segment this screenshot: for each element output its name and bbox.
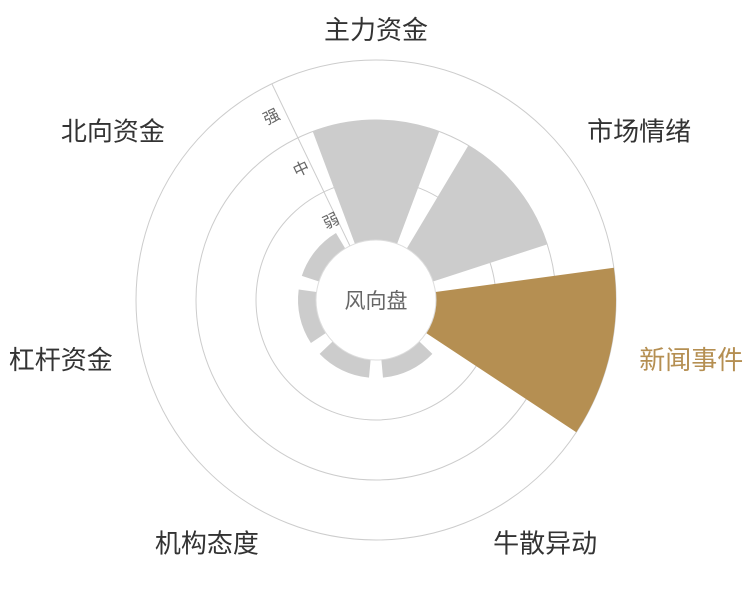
bar-3 <box>381 341 433 378</box>
radial-tick-label: 强 <box>260 105 283 129</box>
radial-tick-label: 中 <box>290 157 313 181</box>
bar-6 <box>301 233 346 282</box>
category-label: 机构态度 <box>155 529 259 559</box>
center-label: 风向盘 <box>345 289 408 313</box>
radial-tick-label: 弱 <box>320 209 343 233</box>
bar-0 <box>312 120 440 244</box>
bar-5 <box>298 289 326 343</box>
category-label: 主力资金 <box>324 16 428 46</box>
category-label: 新闻事件 <box>639 346 743 376</box>
category-label: 北向资金 <box>61 118 165 148</box>
radial-axis-line <box>271 83 351 247</box>
category-label: 杠杆资金 <box>9 346 113 376</box>
bar-4 <box>319 341 371 378</box>
category-label: 市场情绪 <box>587 118 691 148</box>
center-hole <box>315 239 437 361</box>
bar-1 <box>406 145 548 282</box>
category-label: 牛散异动 <box>493 529 597 559</box>
bar-2 <box>426 267 616 433</box>
